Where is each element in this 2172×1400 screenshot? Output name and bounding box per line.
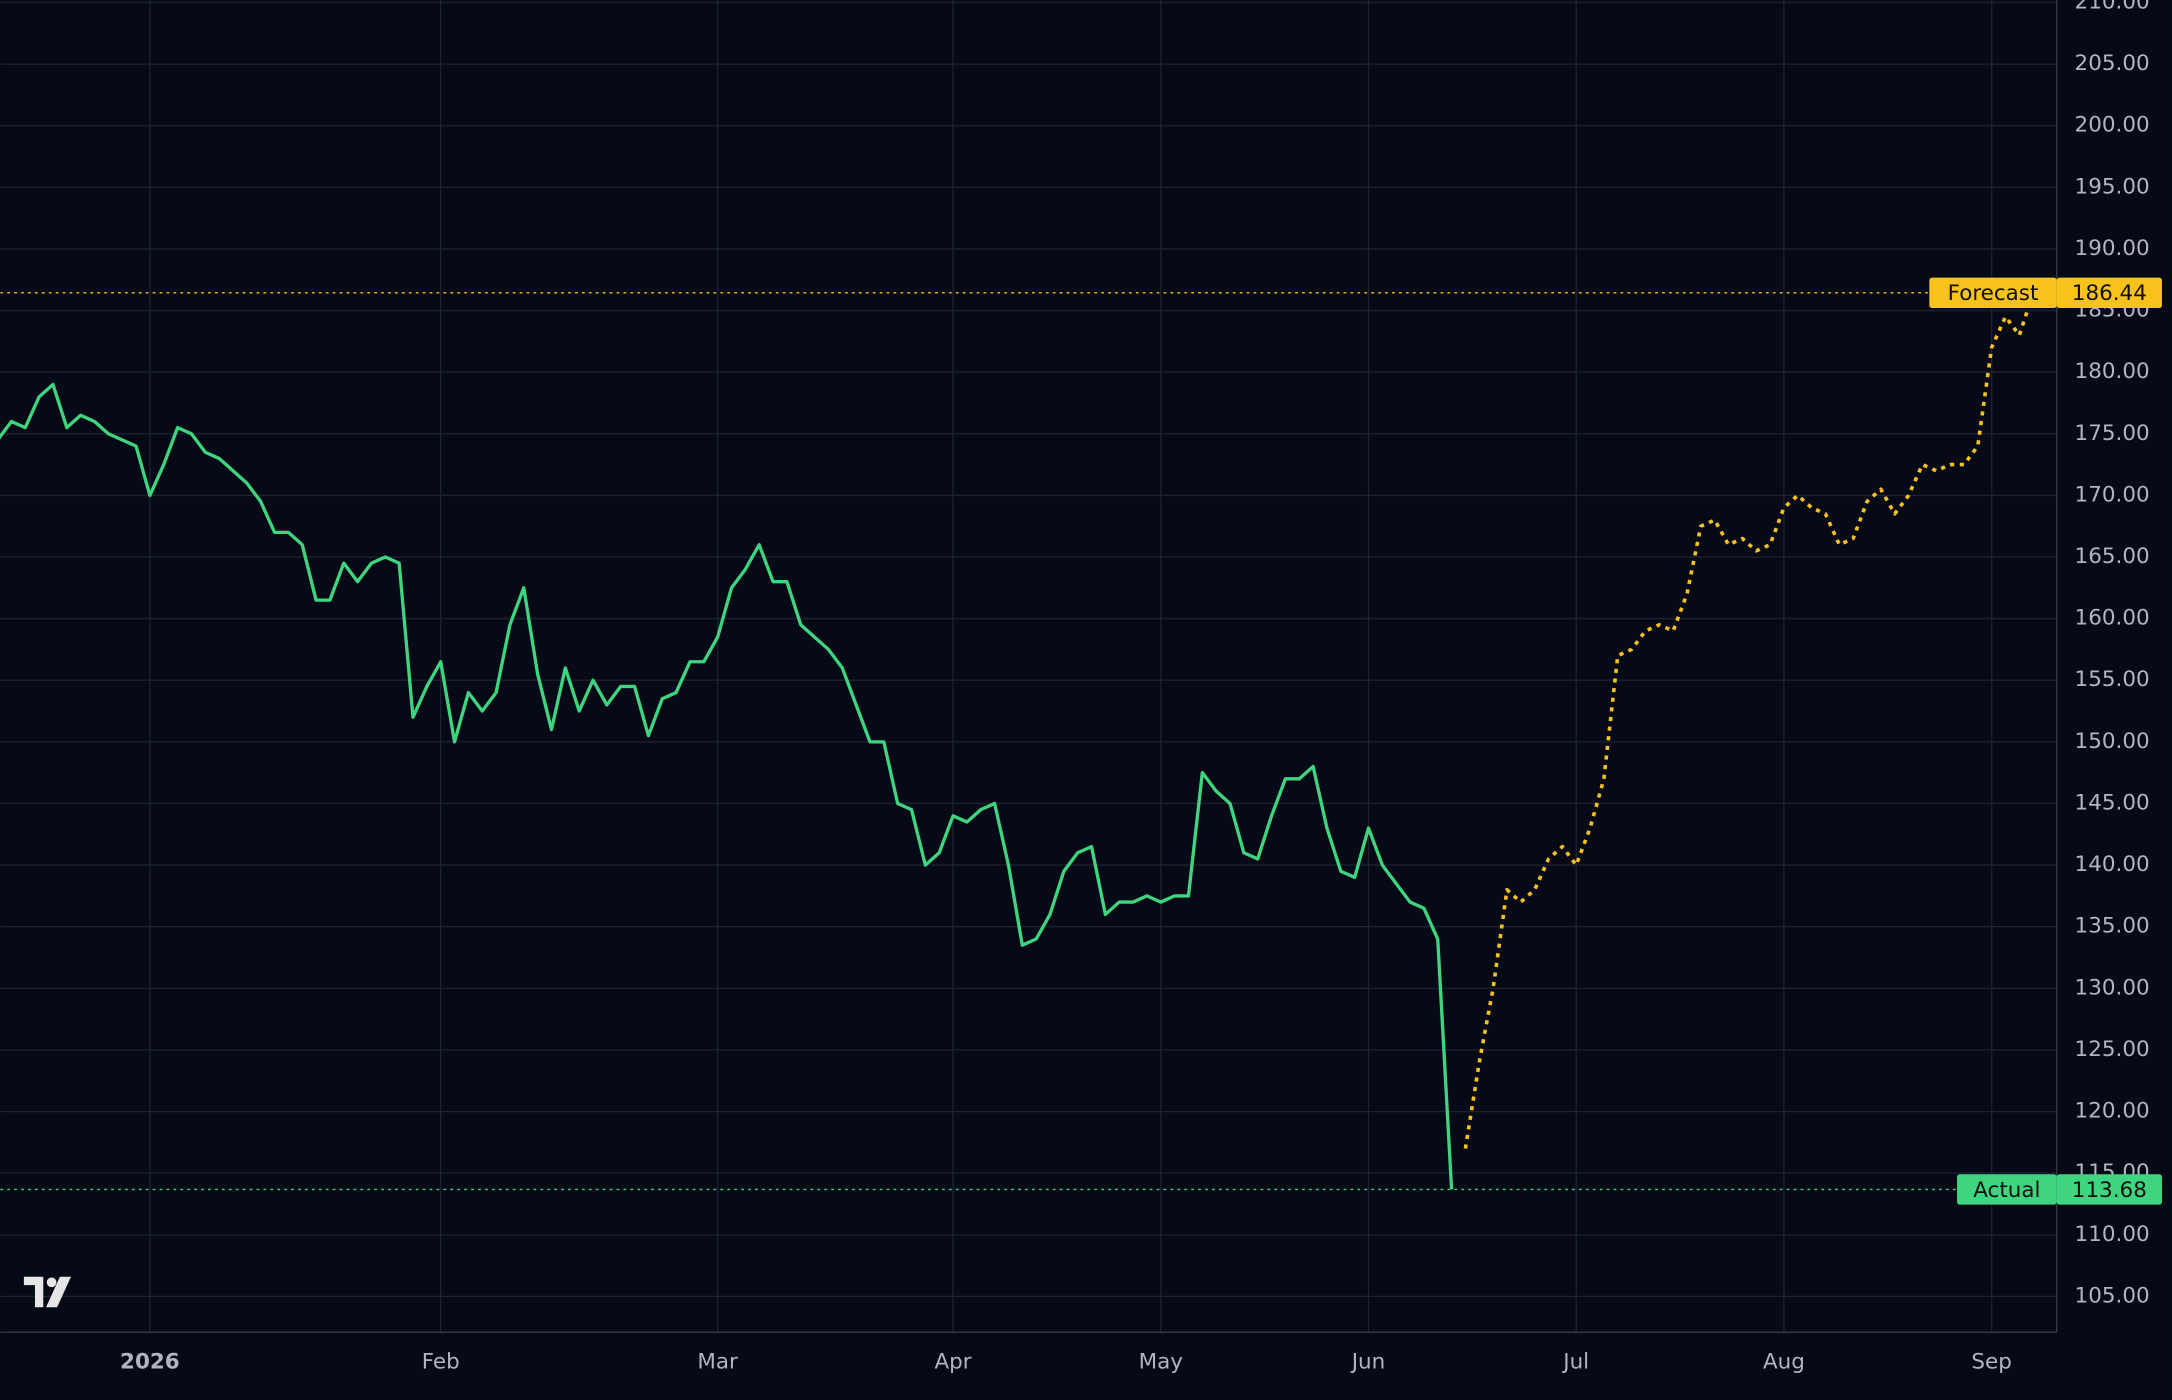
y-tick-label: 150.00 <box>2075 729 2150 754</box>
y-tick-label: 190.00 <box>2075 236 2150 261</box>
x-tick-label: May <box>1139 1350 1184 1375</box>
last-value-label: 113.68 <box>2072 1178 2147 1203</box>
y-tick-label: 205.00 <box>2075 51 2150 76</box>
x-tick-label: 2026 <box>120 1350 180 1375</box>
y-tick-label: 125.00 <box>2075 1037 2150 1062</box>
plot-area <box>0 292 2057 1191</box>
x-tick-label: Sep <box>1971 1350 2011 1375</box>
x-tick-label: Feb <box>422 1350 460 1375</box>
last-value-tag <box>2056 277 2162 309</box>
y-tick-label: 160.00 <box>2075 606 2150 631</box>
y-tick-label: 105.00 <box>2075 1283 2150 1308</box>
x-tick-label: Mar <box>697 1350 738 1375</box>
y-tick-label: 130.00 <box>2075 975 2150 1000</box>
y-tick-label: 175.00 <box>2075 421 2150 446</box>
grid <box>0 0 2057 1333</box>
x-tick-label: Jul <box>1561 1350 1589 1375</box>
x-tick-label: Apr <box>934 1350 971 1375</box>
series-name-tag <box>1957 1174 2057 1205</box>
series-line <box>1463 292 2035 1149</box>
series-line <box>0 382 1454 1190</box>
y-tick-label: 110.00 <box>2075 1222 2150 1247</box>
y-tick-label: 180.00 <box>2075 359 2150 384</box>
y-tick-label: 195.00 <box>2075 174 2150 199</box>
logo <box>23 1276 71 1308</box>
y-tick-label: 120.00 <box>2075 1099 2150 1124</box>
y-tick-label: 145.00 <box>2075 790 2150 815</box>
y-tick-label: 165.00 <box>2075 544 2150 569</box>
series-name-tag <box>1929 277 2057 309</box>
last-value-label: 186.44 <box>2072 281 2147 306</box>
y-tick-label: 140.00 <box>2075 852 2150 877</box>
y-tick-label: 210.00 <box>2075 0 2150 14</box>
last-value-tag <box>2056 1174 2162 1205</box>
x-tick-label: Aug <box>1763 1350 1805 1375</box>
y-tick-label: 170.00 <box>2075 482 2150 507</box>
series-name-label: Forecast <box>1948 281 2039 306</box>
y-tick-label: 200.00 <box>2075 113 2150 138</box>
x-tick-label: Jun <box>1350 1350 1386 1375</box>
y-tick-label: 135.00 <box>2075 914 2150 939</box>
series-name-label: Actual <box>1973 1178 2040 1203</box>
y-tick-label: 155.00 <box>2075 667 2150 692</box>
